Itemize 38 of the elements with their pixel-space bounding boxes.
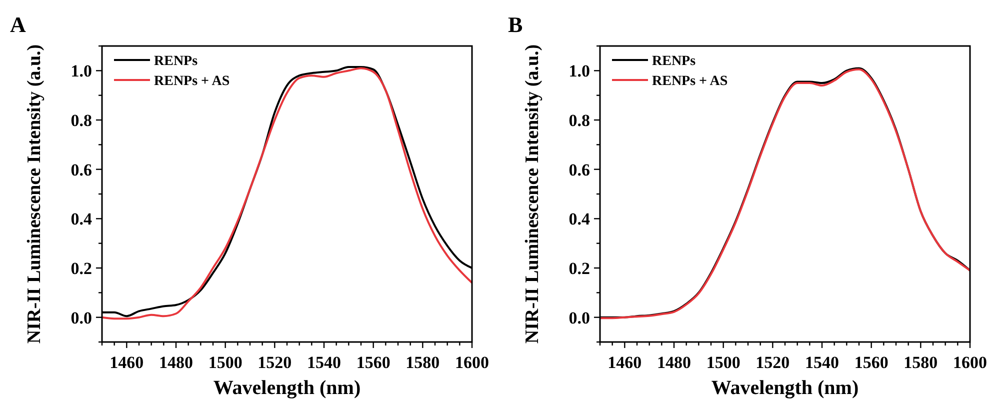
y-tick-label: 0.4 — [568, 210, 590, 229]
y-tick-label: 0.6 — [568, 160, 590, 180]
x-tick-label: 1460 — [110, 353, 144, 372]
y-axis-title: NIR-II Luminescence Intensity (a.u.) — [522, 44, 543, 344]
y-tick-label: 0.8 — [568, 110, 590, 130]
y-tick-label: 0.2 — [70, 258, 92, 278]
x-tick-label: 1540 — [805, 353, 839, 372]
x-axis-title: Wavelength (nm) — [711, 377, 859, 399]
x-tick-label: 1480 — [657, 353, 691, 372]
x-tick-label: 1580 — [904, 353, 938, 372]
legend-label: RENPs + AS — [154, 74, 230, 89]
x-tick-label: 1480 — [159, 353, 193, 372]
y-axis-title: NIR-II Luminescence Intensity (a.u.) — [24, 44, 45, 344]
legend-label: RENPs — [652, 54, 696, 69]
y-tick-label: 0.2 — [568, 258, 590, 278]
x-tick-label: 1580 — [406, 353, 440, 372]
x-tick-label: 1560 — [854, 353, 888, 372]
legend-label: RENPs — [154, 54, 198, 69]
y-tick-label: 0.0 — [70, 308, 92, 328]
x-tick-label: 1500 — [706, 353, 740, 372]
y-tick-label: 1.0 — [568, 62, 590, 81]
chart-title: B — [508, 12, 523, 37]
y-tick-label: 1.0 — [70, 62, 92, 81]
y-tick-label: 0.6 — [70, 160, 92, 180]
legend-label: RENPs + AS — [652, 74, 728, 89]
x-tick-label: 1460 — [608, 353, 642, 372]
x-axis-title: Wavelength (nm) — [213, 377, 361, 399]
chart-title: A — [10, 12, 26, 37]
y-tick-label: 0.0 — [568, 308, 590, 328]
x-tick-label: 1520 — [756, 353, 790, 372]
x-tick-label: 1520 — [258, 353, 292, 372]
x-tick-label: 1500 — [208, 353, 242, 372]
y-tick-label: 0.8 — [70, 110, 92, 130]
x-tick-label: 1600 — [953, 353, 987, 372]
x-tick-label: 1560 — [356, 353, 390, 372]
y-tick-label: 0.4 — [70, 210, 92, 229]
x-tick-label: 1540 — [307, 353, 341, 372]
x-tick-label: 1600 — [455, 353, 489, 372]
